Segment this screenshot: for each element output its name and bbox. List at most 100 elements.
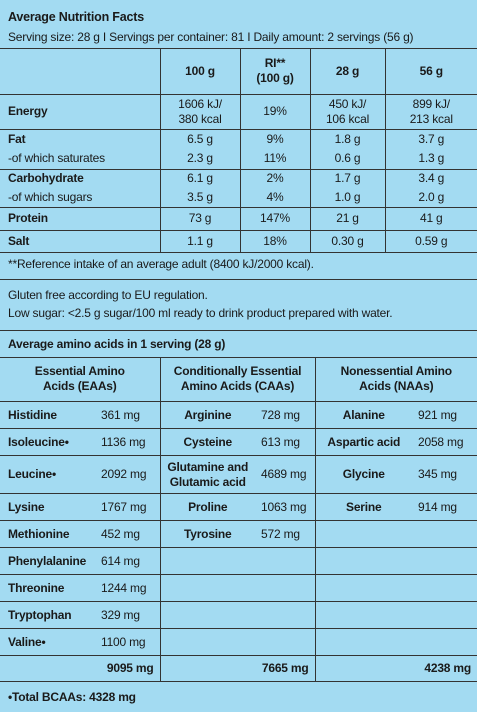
header-cell: 56 g bbox=[384, 49, 477, 95]
nutrient-value: 3.7 g bbox=[384, 129, 477, 149]
header-cell: RI** (100 g) bbox=[239, 49, 310, 95]
nutrition-table: 100 g RI** (100 g) 28 g 56 g Energy 1606 kJ/38… bbox=[0, 49, 477, 253]
amount-text: 1136 mg bbox=[101, 434, 146, 449]
nutrient-row: -of which saturates 2.3 g 11% 0.6 g 1.3 g bbox=[0, 149, 477, 170]
amino-name bbox=[314, 547, 413, 575]
nutrient-row: Energy 1606 kJ/380 kcal 19% 450 kJ/106 kcal… bbox=[0, 94, 477, 130]
amount-text: 1063 mg bbox=[261, 499, 307, 514]
amino-row: Isoleucine• 1136 mg Cysteine 613 mg Aspartic… bbox=[0, 428, 477, 456]
nutrient-value: 73 g bbox=[159, 207, 240, 231]
nutrient-value: 2% bbox=[239, 169, 310, 188]
amino-name: Lysine bbox=[0, 493, 95, 521]
amino-amount: 914 mg bbox=[412, 493, 477, 521]
amount-text: 1244 mg bbox=[101, 580, 147, 595]
value-text: 0.30 g bbox=[331, 233, 364, 248]
column-label: Conditionally Essential bbox=[173, 364, 302, 379]
amount-text: 2058 mg bbox=[418, 434, 464, 449]
amount-text: 452 mg bbox=[101, 526, 140, 541]
nutrient-label: Salt bbox=[0, 230, 160, 253]
nutrient-value: 18% bbox=[239, 230, 310, 253]
nutrient-value: 1.8 g bbox=[309, 129, 385, 149]
amino-amount: 921 mg bbox=[412, 401, 477, 429]
value-text: 3.4 g bbox=[418, 171, 445, 186]
nutrient-value: 11% bbox=[239, 149, 310, 170]
value-text: 41 g bbox=[419, 211, 443, 225]
amount-text: 613 mg bbox=[261, 434, 300, 449]
value-text: 3.5 g bbox=[187, 189, 213, 204]
nutrient-value: 6.1 g bbox=[159, 169, 240, 188]
amino-amount bbox=[255, 628, 316, 656]
nutrient-row: Fat 6.5 g 9% 1.8 g 3.7 g bbox=[0, 129, 477, 149]
nutrient-value: 3.4 g bbox=[384, 169, 477, 188]
amino-amount bbox=[412, 601, 477, 629]
value-text: 6.1 g bbox=[187, 171, 213, 186]
amino-amount bbox=[412, 520, 477, 548]
nutrient-value: 450 kJ/106 kcal bbox=[309, 94, 385, 130]
amount-text: 361 mg bbox=[101, 407, 140, 422]
nutrient-value: 899 kJ/213 kcal bbox=[384, 94, 477, 130]
nutrient-value: 4% bbox=[239, 188, 310, 208]
amino-name: Cysteine bbox=[159, 428, 256, 456]
total-text: 9095 mg bbox=[106, 661, 154, 675]
amino-amount: 614 mg bbox=[95, 547, 161, 575]
nutrient-value: 0.6 g bbox=[309, 149, 385, 170]
notes: Gluten free according to EU regulation. L… bbox=[0, 280, 477, 331]
amino-row: Leucine• 2092 mg Glutamine and Glutamic aci… bbox=[0, 455, 477, 494]
amino-name bbox=[314, 601, 413, 629]
amino-amount: 345 mg bbox=[412, 455, 477, 494]
value-text: 1.7 g bbox=[334, 171, 361, 186]
value-text: 2.3 g bbox=[187, 151, 213, 166]
nutrient-value: 0.59 g bbox=[384, 230, 477, 253]
amino-amount: 728 mg bbox=[255, 401, 316, 429]
note: Low sugar: <2.5 g sugar/100 ml ready to … bbox=[8, 305, 393, 320]
amino-amount: 2058 mg bbox=[412, 428, 477, 456]
value-text: 899 kJ/ bbox=[412, 96, 450, 111]
value-text: 450 kJ/ bbox=[328, 96, 367, 111]
amino-amount bbox=[255, 574, 316, 602]
column-label: Amino Acids (CAAs) bbox=[180, 379, 295, 394]
amino-table: Essential Amino Acids (EAAs) Conditionally… bbox=[0, 357, 477, 682]
amino-amount: 1244 mg bbox=[95, 574, 161, 602]
amino-amount: 1767 mg bbox=[95, 493, 161, 521]
amino-name: Glutamine and Glutamic acid bbox=[159, 455, 256, 494]
amount-text: 345 mg bbox=[418, 467, 457, 481]
value-text: 6.5 g bbox=[187, 131, 213, 146]
amino-row: Lysine 1767 mg Proline 1063 mg Serine 914 mg bbox=[0, 493, 477, 521]
amino-name: Methionine bbox=[0, 520, 95, 548]
name-text: Phenylalanine bbox=[8, 553, 87, 568]
name-text: Serine bbox=[346, 499, 382, 514]
name-text: Leucine• bbox=[8, 467, 56, 481]
value-text: 213 kcal bbox=[409, 111, 453, 126]
nutrient-label: Energy bbox=[0, 94, 160, 130]
amino-amount: 329 mg bbox=[95, 601, 161, 629]
amino-row: Phenylalanine 614 mg bbox=[0, 547, 477, 575]
name-text: Glutamine and bbox=[167, 459, 249, 474]
column-label: Nonessential Amino bbox=[340, 364, 453, 379]
header-cell: 28 g bbox=[309, 49, 385, 95]
amino-row: Histidine 361 mg Arginine 728 mg Alanine 921 … bbox=[0, 401, 477, 429]
total-cell: 4238 mg bbox=[314, 655, 477, 682]
value-text: 106 kcal bbox=[325, 111, 370, 126]
amount-text: 329 mg bbox=[101, 607, 140, 622]
amino-name bbox=[159, 547, 256, 575]
column-label: 56 g bbox=[419, 63, 443, 78]
nutrient-value: 19% bbox=[239, 94, 310, 130]
nutrient-value: 2.3 g bbox=[159, 149, 240, 170]
note: Gluten free according to EU regulation. bbox=[8, 287, 208, 302]
name-text: Threonine bbox=[8, 580, 65, 595]
name-text: Methionine bbox=[8, 526, 70, 541]
totals-row: 9095 mg 7665 mg 4238 mg bbox=[0, 655, 477, 682]
nutrient-value: 41 g bbox=[384, 207, 477, 231]
value-text: 18% bbox=[263, 233, 287, 248]
amino-amount bbox=[255, 547, 316, 575]
amino-name: Serine bbox=[314, 493, 413, 521]
amino-row: Valine• 1100 mg bbox=[0, 628, 477, 656]
name-text: Lysine bbox=[8, 499, 45, 514]
amino-amount: 2092 mg bbox=[95, 455, 161, 494]
amount-text: 1767 mg bbox=[101, 499, 147, 514]
header-cell: Essential Amino Acids (EAAs) bbox=[0, 357, 161, 402]
value-text: 0.6 g bbox=[334, 151, 361, 166]
amino-amount: 452 mg bbox=[95, 520, 161, 548]
amino-name bbox=[159, 574, 256, 602]
